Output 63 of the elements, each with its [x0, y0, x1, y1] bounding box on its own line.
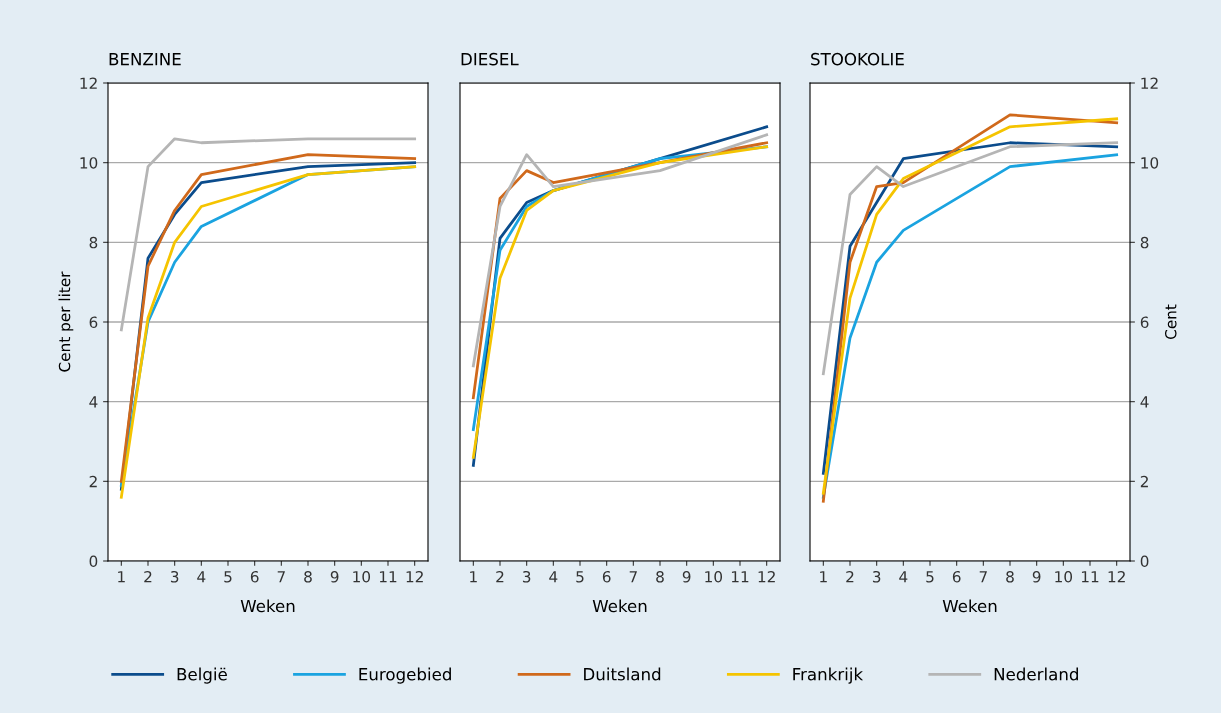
- x-tick-label: 7: [629, 571, 637, 583]
- y2-tick-label: 12: [1141, 77, 1158, 89]
- y2-tick-label: 10: [1141, 157, 1159, 169]
- x-tick-label: 11: [1081, 571, 1099, 583]
- x-tick-label: 12: [758, 570, 775, 583]
- x-tick-label: 4: [197, 571, 206, 583]
- x-tick-label: 4: [549, 571, 558, 583]
- y2-tick-label: 0: [1140, 555, 1149, 568]
- x-tick-label: 8: [1006, 570, 1014, 583]
- x-tick-label: 3: [170, 570, 179, 583]
- legend-label: Duitsland: [584, 667, 661, 681]
- x-tick-label: 9: [330, 570, 339, 583]
- x-tick-label: 7: [979, 571, 987, 583]
- y2-tick-label: 8: [1140, 236, 1149, 249]
- x-axis-title: Weken: [942, 599, 997, 613]
- x-tick-label: 10: [1055, 570, 1073, 583]
- x-tick-label: 12: [1108, 570, 1125, 583]
- x-tick-label: 8: [656, 570, 664, 583]
- y-tick-label: 4: [89, 396, 98, 408]
- x-tick-label: 9: [1032, 570, 1041, 583]
- x-tick-label: 6: [250, 570, 259, 583]
- legend-label: Eurogebied: [359, 667, 451, 684]
- y-tick-label: 12: [80, 77, 97, 89]
- x-tick-label: 1: [820, 571, 827, 583]
- x-tick-label: 6: [602, 570, 611, 583]
- y-tick-label: 8: [89, 236, 98, 249]
- y-tick-label: 6: [89, 316, 98, 329]
- x-tick-label: 12: [406, 570, 423, 583]
- chart-title: STOOKOLIE: [811, 52, 904, 66]
- x-tick-label: 6: [952, 570, 961, 583]
- y-tick-label: 2: [89, 475, 97, 488]
- x-tick-label: 1: [118, 571, 125, 583]
- legend-label: Frankrijk: [793, 667, 864, 684]
- x-tick-label: 2: [846, 570, 854, 583]
- y2-tick-label: 6: [1140, 316, 1149, 329]
- x-tick-label: 5: [576, 571, 584, 583]
- y2-axis-title: Cent: [1164, 304, 1177, 340]
- legend-label: Nederland: [994, 667, 1078, 681]
- x-tick-label: 10: [705, 570, 723, 583]
- x-axis-title: Weken: [240, 599, 295, 613]
- x-tick-label: 1: [470, 571, 477, 583]
- x-tick-label: 4: [899, 571, 908, 583]
- x-tick-label: 7: [277, 571, 285, 583]
- x-tick-label: 11: [731, 571, 749, 583]
- y-tick-label: 10: [80, 157, 98, 169]
- x-tick-label: 9: [682, 570, 691, 583]
- y2-tick-label: 4: [1140, 396, 1149, 408]
- y-axis-title: Cent per liter: [58, 271, 74, 372]
- chart-title: DIESEL: [461, 52, 519, 66]
- x-tick-label: 5: [224, 571, 232, 583]
- y-tick-label: 0: [89, 555, 98, 568]
- legend-label: België: [177, 667, 227, 684]
- x-tick-label: 2: [144, 570, 152, 583]
- x-tick-label: 2: [496, 570, 504, 583]
- x-tick-label: 8: [304, 570, 312, 583]
- x-axis-title: Weken: [592, 599, 647, 613]
- x-tick-label: 10: [353, 570, 371, 583]
- x-tick-label: 11: [379, 571, 397, 583]
- chart-title: BENZINE: [109, 53, 181, 66]
- x-tick-label: 3: [872, 570, 881, 583]
- x-tick-label: 3: [522, 570, 531, 583]
- y2-tick-label: 2: [1140, 475, 1148, 488]
- x-tick-label: 5: [926, 571, 934, 583]
